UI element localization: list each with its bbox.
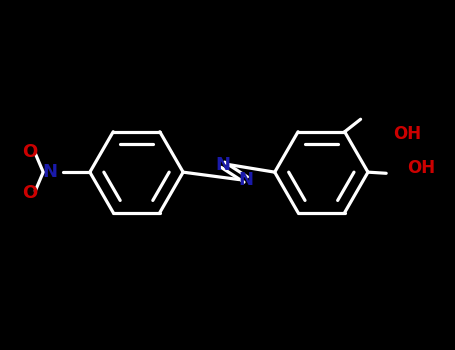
Text: O: O <box>22 143 37 161</box>
Text: OH: OH <box>394 125 422 143</box>
Text: N: N <box>238 170 253 189</box>
Text: N: N <box>43 163 57 181</box>
Text: N: N <box>216 156 230 174</box>
Text: OH: OH <box>407 159 435 177</box>
Text: O: O <box>22 184 37 202</box>
